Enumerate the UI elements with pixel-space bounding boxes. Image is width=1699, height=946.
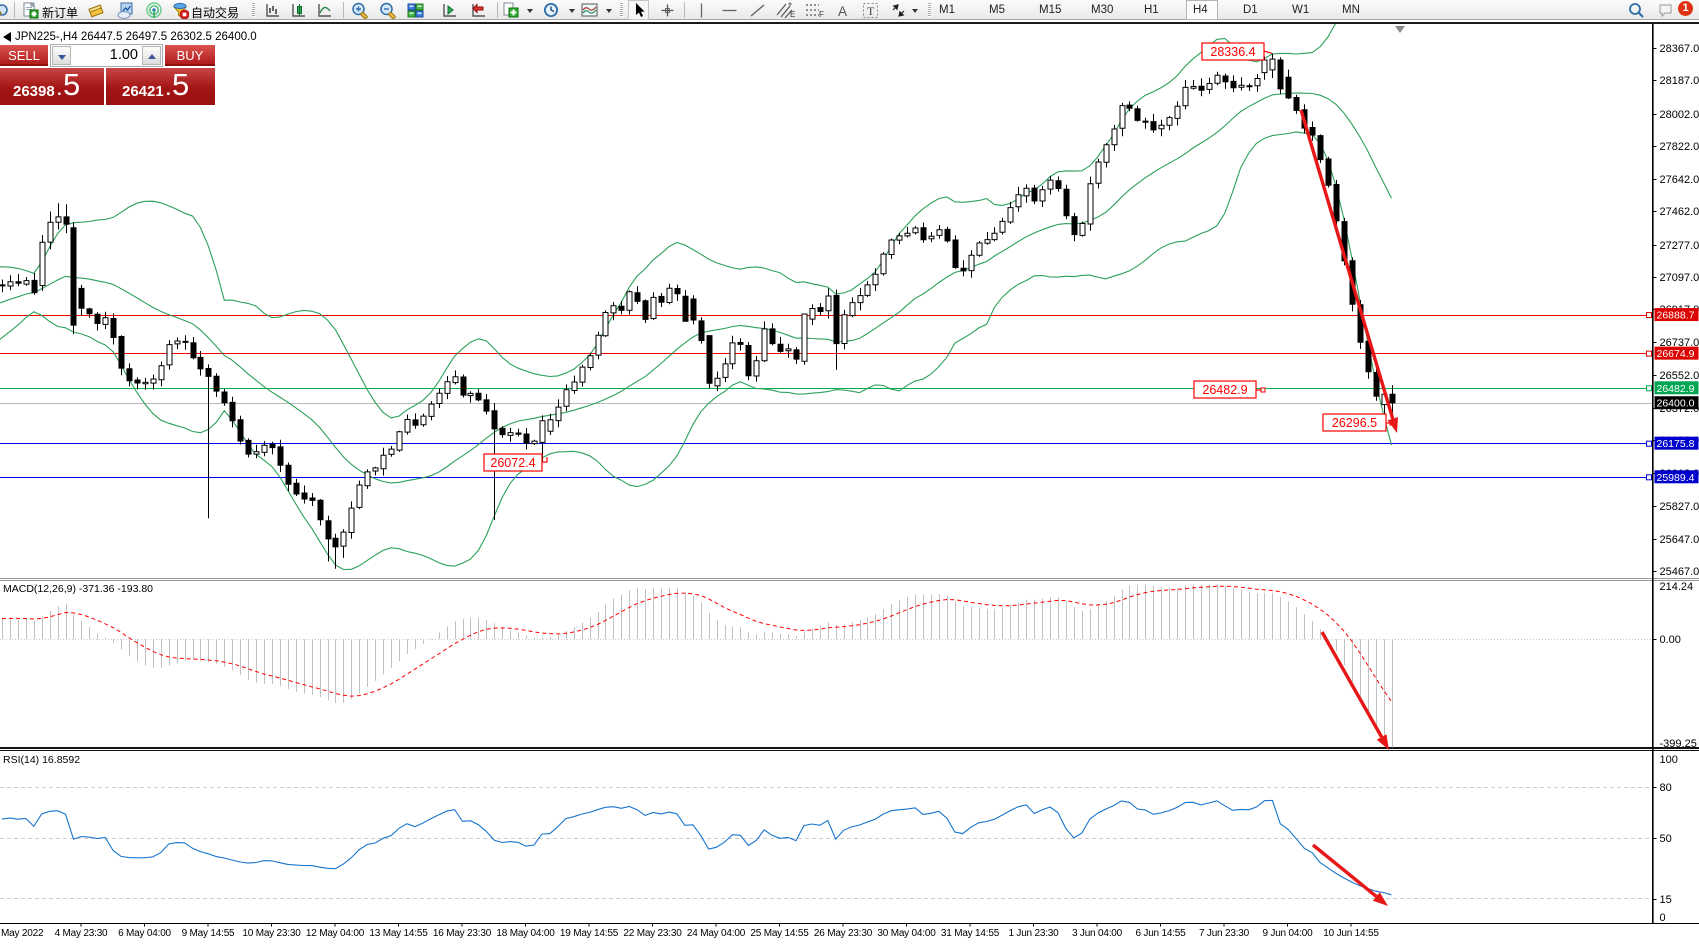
svg-text:May 2022: May 2022 (1, 928, 44, 939)
svg-text:16 May 23:30: 16 May 23:30 (433, 928, 492, 939)
svg-text:27277.0: 27277.0 (1660, 240, 1699, 252)
svg-text:3 Jun 04:00: 3 Jun 04:00 (1072, 928, 1123, 939)
svg-text:7 Jun 23:30: 7 Jun 23:30 (1199, 928, 1250, 939)
svg-text:28002.0: 28002.0 (1660, 109, 1699, 121)
svg-text:6 Jun 14:55: 6 Jun 14:55 (1135, 928, 1186, 939)
svg-text:1 Jun 23:30: 1 Jun 23:30 (1008, 928, 1059, 939)
svg-text:10 May 23:30: 10 May 23:30 (242, 928, 301, 939)
svg-text:25827.0: 25827.0 (1660, 501, 1699, 513)
svg-text:10 Jun 14:55: 10 Jun 14:55 (1323, 928, 1379, 939)
svg-text:214.24: 214.24 (1660, 581, 1694, 593)
svg-text:RSI(14) 16.8592: RSI(14) 16.8592 (3, 754, 80, 766)
svg-text:0.00: 0.00 (1660, 634, 1681, 646)
svg-text:15: 15 (1660, 894, 1672, 906)
svg-text:27822.0: 27822.0 (1660, 141, 1699, 153)
svg-text:13 May 14:55: 13 May 14:55 (369, 928, 428, 939)
svg-text:26888.7: 26888.7 (1657, 310, 1695, 322)
svg-text:26552.0: 26552.0 (1660, 370, 1699, 382)
svg-text:18 May 04:00: 18 May 04:00 (496, 928, 555, 939)
svg-text:26072.4: 26072.4 (490, 456, 535, 470)
svg-text:26175.8: 26175.8 (1657, 438, 1695, 450)
svg-text:28187.0: 28187.0 (1660, 75, 1699, 87)
svg-text:25 May 14:55: 25 May 14:55 (750, 928, 809, 939)
svg-text:28336.4: 28336.4 (1210, 45, 1255, 59)
svg-text:0: 0 (1660, 912, 1666, 924)
svg-text:26482.9: 26482.9 (1202, 383, 1247, 397)
svg-text:6 May 04:00: 6 May 04:00 (118, 928, 171, 939)
svg-text:9 May 14:55: 9 May 14:55 (182, 928, 235, 939)
svg-text:27097.0: 27097.0 (1660, 272, 1699, 284)
svg-text:27462.0: 27462.0 (1660, 206, 1699, 218)
svg-text:26400.0: 26400.0 (1657, 398, 1695, 410)
svg-text:80: 80 (1660, 782, 1672, 794)
svg-text:19 May 14:55: 19 May 14:55 (560, 928, 619, 939)
svg-text:26482.9: 26482.9 (1657, 383, 1695, 395)
svg-text:31 May 14:55: 31 May 14:55 (941, 928, 1000, 939)
svg-text:12 May 04:00: 12 May 04:00 (306, 928, 365, 939)
svg-text:22 May 23:30: 22 May 23:30 (623, 928, 682, 939)
svg-text:26 May 23:30: 26 May 23:30 (814, 928, 873, 939)
svg-text:26674.9: 26674.9 (1657, 348, 1695, 360)
svg-text:25989.4: 25989.4 (1657, 472, 1695, 484)
svg-text:25647.0: 25647.0 (1660, 534, 1699, 546)
svg-text:27642.0: 27642.0 (1660, 174, 1699, 186)
svg-text:9 Jun 04:00: 9 Jun 04:00 (1262, 928, 1313, 939)
svg-text:4 May 23:30: 4 May 23:30 (55, 928, 108, 939)
svg-text:50: 50 (1660, 833, 1672, 845)
svg-text:MACD(12,26,9) -371.36 -193.80: MACD(12,26,9) -371.36 -193.80 (3, 583, 153, 595)
svg-text:30 May 04:00: 30 May 04:00 (877, 928, 936, 939)
svg-text:-399.25: -399.25 (1660, 738, 1697, 750)
svg-text:100: 100 (1660, 754, 1678, 766)
svg-text:28367.0: 28367.0 (1660, 43, 1699, 55)
svg-text:24 May 04:00: 24 May 04:00 (687, 928, 746, 939)
svg-text:26296.5: 26296.5 (1332, 416, 1377, 430)
svg-text:25467.0: 25467.0 (1660, 566, 1699, 578)
svg-text:JPN225-,H4 26447.5 26497.5 26: JPN225-,H4 26447.5 26497.5 26302.5 26400… (15, 31, 257, 43)
